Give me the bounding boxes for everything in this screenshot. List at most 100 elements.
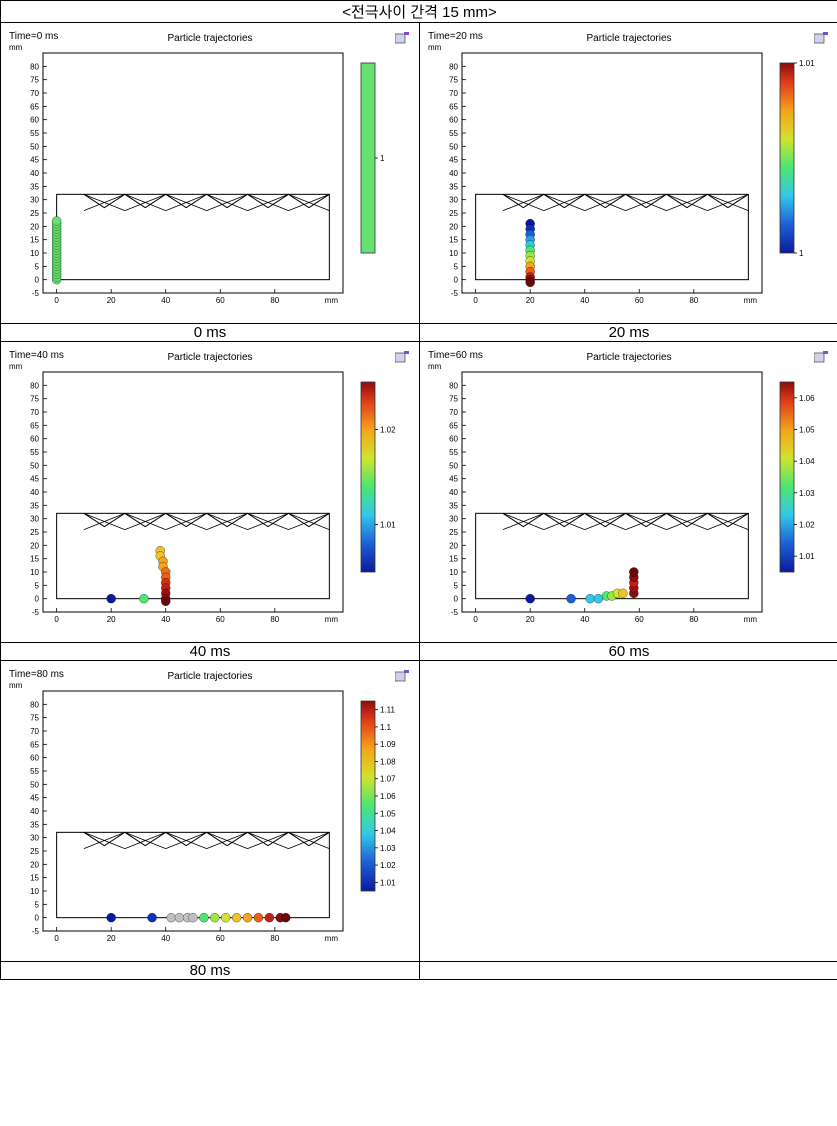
- svg-text:5: 5: [454, 581, 459, 590]
- svg-text:15: 15: [30, 874, 39, 883]
- svg-text:1.05: 1.05: [380, 809, 396, 818]
- svg-text:40: 40: [449, 169, 458, 178]
- time-label: Time=20 ms: [428, 31, 483, 42]
- svg-text:20: 20: [449, 541, 458, 550]
- svg-text:40: 40: [30, 488, 39, 497]
- svg-text:65: 65: [449, 421, 458, 430]
- svg-text:75: 75: [30, 714, 39, 723]
- svg-text:5: 5: [35, 262, 40, 271]
- svg-text:25: 25: [30, 847, 39, 856]
- svg-text:75: 75: [30, 76, 39, 85]
- svg-text:mm: mm: [325, 296, 339, 305]
- chart-title: Particle trajectories: [586, 352, 671, 363]
- svg-text:20: 20: [526, 615, 535, 624]
- svg-text:30: 30: [30, 834, 39, 843]
- svg-text:60: 60: [449, 435, 458, 444]
- svg-text:30: 30: [449, 515, 458, 524]
- svg-text:80: 80: [449, 381, 458, 390]
- svg-text:80: 80: [270, 934, 279, 943]
- window-icon: [395, 669, 409, 681]
- svg-text:1.08: 1.08: [380, 757, 396, 766]
- svg-text:25: 25: [30, 528, 39, 537]
- svg-text:1.07: 1.07: [380, 775, 396, 784]
- svg-text:-5: -5: [451, 608, 459, 617]
- svg-text:40: 40: [580, 296, 589, 305]
- svg-text:20: 20: [107, 296, 116, 305]
- svg-text:0: 0: [54, 296, 59, 305]
- svg-text:1: 1: [380, 154, 385, 163]
- svg-text:40: 40: [580, 615, 589, 624]
- svg-text:1.01: 1.01: [799, 59, 815, 68]
- svg-text:70: 70: [449, 408, 458, 417]
- panel-40ms: Time=40 ms mm Particle trajectories 0204…: [1, 342, 419, 642]
- svg-text:60: 60: [216, 615, 225, 624]
- svg-text:80: 80: [30, 62, 39, 71]
- y-unit-label: mm: [428, 43, 441, 52]
- svg-text:45: 45: [30, 156, 39, 165]
- svg-text:60: 60: [635, 296, 644, 305]
- svg-text:20: 20: [30, 222, 39, 231]
- label-40ms: 40 ms: [1, 643, 420, 661]
- svg-text:5: 5: [35, 900, 40, 909]
- plot-area: 020406080mm-5051015202530354045505560657…: [43, 372, 343, 612]
- svg-text:5: 5: [35, 581, 40, 590]
- svg-text:80: 80: [270, 296, 279, 305]
- svg-text:-5: -5: [451, 289, 459, 298]
- svg-text:60: 60: [635, 615, 644, 624]
- svg-text:45: 45: [449, 475, 458, 484]
- svg-text:0: 0: [54, 615, 59, 624]
- svg-text:50: 50: [30, 461, 39, 470]
- svg-text:70: 70: [30, 727, 39, 736]
- svg-text:30: 30: [30, 196, 39, 205]
- svg-text:10: 10: [30, 887, 39, 896]
- svg-text:25: 25: [449, 528, 458, 537]
- svg-text:30: 30: [449, 196, 458, 205]
- label-0ms: 0 ms: [1, 324, 420, 342]
- svg-text:20: 20: [107, 615, 116, 624]
- svg-text:60: 60: [30, 116, 39, 125]
- svg-text:0: 0: [35, 595, 40, 604]
- window-icon: [395, 31, 409, 43]
- svg-text:20: 20: [30, 860, 39, 869]
- svg-text:80: 80: [689, 615, 698, 624]
- svg-text:40: 40: [161, 615, 170, 624]
- svg-text:1.04: 1.04: [799, 457, 815, 466]
- svg-text:1.03: 1.03: [799, 489, 815, 498]
- svg-text:80: 80: [30, 381, 39, 390]
- svg-text:-5: -5: [32, 289, 40, 298]
- svg-text:15: 15: [449, 555, 458, 564]
- panel-0ms: Time=0 ms mm Particle trajectories 02040…: [1, 23, 419, 323]
- svg-text:50: 50: [449, 142, 458, 151]
- svg-text:10: 10: [449, 568, 458, 577]
- svg-text:50: 50: [449, 461, 458, 470]
- svg-text:1.04: 1.04: [380, 827, 396, 836]
- svg-text:55: 55: [30, 129, 39, 138]
- svg-text:40: 40: [449, 488, 458, 497]
- svg-text:0: 0: [454, 276, 459, 285]
- svg-text:1.02: 1.02: [380, 426, 396, 435]
- svg-text:20: 20: [526, 296, 535, 305]
- plot-area: 020406080mm-5051015202530354045505560657…: [43, 53, 343, 293]
- panel-80ms: Time=80 ms mm Particle trajectories 0204…: [1, 661, 419, 961]
- svg-text:35: 35: [449, 182, 458, 191]
- y-unit-label: mm: [9, 362, 22, 371]
- label-80ms: 80 ms: [1, 962, 420, 980]
- svg-text:1.02: 1.02: [799, 521, 815, 530]
- svg-text:mm: mm: [744, 615, 758, 624]
- svg-text:5: 5: [454, 262, 459, 271]
- svg-text:15: 15: [30, 555, 39, 564]
- svg-text:40: 40: [30, 169, 39, 178]
- chart-title: Particle trajectories: [167, 33, 252, 44]
- time-label: Time=40 ms: [9, 350, 64, 361]
- svg-text:55: 55: [30, 448, 39, 457]
- svg-text:20: 20: [30, 541, 39, 550]
- window-icon: [395, 350, 409, 362]
- svg-text:1.02: 1.02: [380, 861, 396, 870]
- svg-text:75: 75: [449, 76, 458, 85]
- svg-text:1.01: 1.01: [380, 521, 396, 530]
- svg-text:0: 0: [35, 276, 40, 285]
- svg-text:1.01: 1.01: [380, 878, 396, 887]
- svg-text:1.09: 1.09: [380, 740, 396, 749]
- grid-table: <전극사이 간격 15 mm> Time=0 ms mm Particle tr…: [0, 0, 837, 980]
- svg-text:20: 20: [449, 222, 458, 231]
